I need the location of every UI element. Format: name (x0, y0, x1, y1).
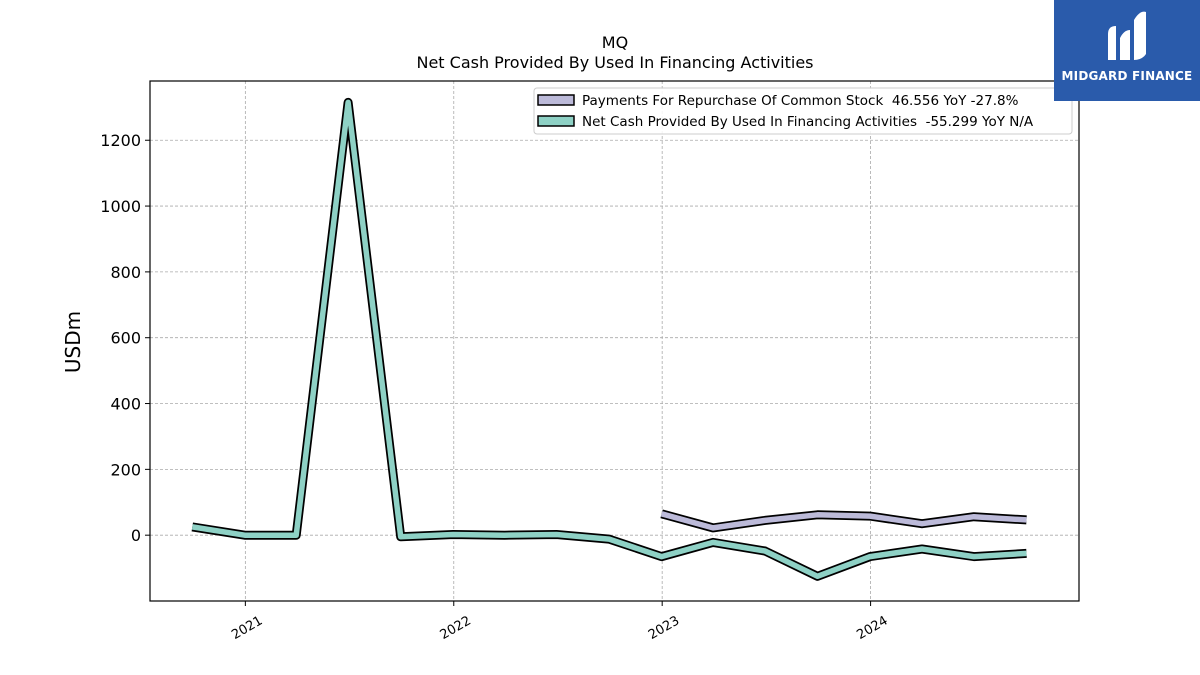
chart-title: MQ (602, 33, 628, 52)
midgard-finance-logo: MIDGARD FINANCE (1054, 0, 1200, 101)
chart-subtitle: Net Cash Provided By Used In Financing A… (416, 53, 813, 72)
logo-text: MIDGARD FINANCE (1061, 69, 1193, 83)
x-tick-label: 2024 (854, 613, 890, 643)
legend: Payments For Repurchase Of Common Stock … (533, 87, 1073, 135)
series-layer (191, 97, 1027, 581)
y-axis: 0 200 400 600 800 1000 1200 (100, 131, 150, 545)
y-tick-label: 600 (110, 329, 141, 348)
y-tick-label: 1200 (100, 131, 141, 150)
y-tick-label: 800 (110, 263, 141, 282)
grid (150, 81, 1079, 601)
series-line-financing (191, 99, 1027, 580)
x-tick-label: 2023 (646, 613, 682, 643)
plot-frame (149, 80, 1080, 602)
legend-label-financing: Net Cash Provided By Used In Financing A… (582, 114, 1034, 130)
series-line-repurchase (660, 511, 1027, 531)
y-tick-label: 400 (110, 395, 141, 414)
y-tick-label: 0 (131, 526, 141, 545)
legend-swatch-repurchase (537, 94, 575, 106)
y-axis-label: USDm (61, 311, 85, 373)
legend-box (533, 87, 1073, 135)
midgard-logo-icon (1108, 11, 1146, 60)
y-tick-label: 200 (110, 460, 141, 479)
x-tick-label: 2021 (229, 613, 265, 643)
x-tick-label: 2022 (438, 613, 474, 643)
legend-label-repurchase: Payments For Repurchase Of Common Stock … (582, 93, 1019, 109)
y-tick-label: 1000 (100, 197, 141, 216)
x-axis: 2021 2022 2023 2024 (229, 601, 891, 643)
legend-swatch-financing (537, 115, 575, 127)
